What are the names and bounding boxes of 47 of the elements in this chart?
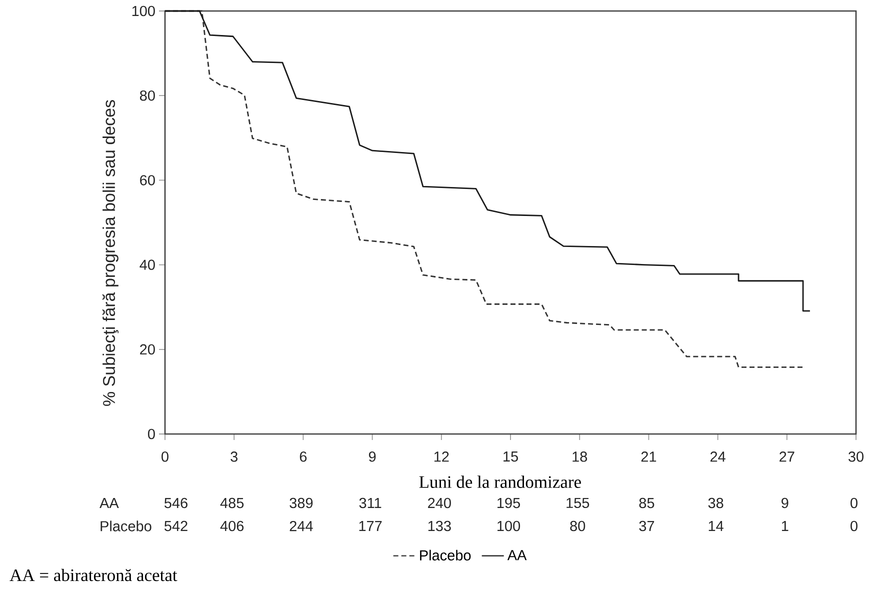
text: 240 [428,498,451,508]
x-tick-label: 0 [162,452,168,462]
text: Placebo [100,520,152,532]
text: 244 [290,520,313,532]
line-series [164,10,811,312]
text: 14 [708,521,724,531]
x-axis-title: Luni de la randomizare [419,476,581,488]
text: 389 [290,498,313,508]
x-tick-label: 18 [572,452,588,462]
y-tick-label: 20 [140,344,155,355]
text: 485 [220,498,244,508]
text: 37 [639,520,654,532]
text: 0 [850,498,858,508]
y-tick-label: 60 [140,175,155,186]
text: AA [100,498,119,508]
text: 80 [570,520,586,532]
y-tick-label: 40 [140,260,155,270]
text: 311 [359,498,382,508]
text: 195 [498,498,520,508]
y-tick-label: 0 [148,428,155,440]
x-tick-label: 27 [780,452,794,462]
y-tick-label: 80 [140,90,155,101]
y-axis-title: % Subiecţi fără progresia bolii sau deces [102,100,118,406]
text: 546 [164,498,188,508]
legend-label: Placebo [420,550,471,560]
legend-label: AA [507,550,527,560]
x-tick-label: 24 [710,452,726,462]
text: 85 [639,498,654,508]
text: 1 [782,521,788,531]
text: 177 [359,521,382,531]
text: 155 [566,498,590,508]
x-tick-label: 6 [300,452,307,462]
text: 100 [498,520,520,532]
text: 542 [164,520,188,532]
x-tick-label: 3 [230,452,238,462]
x-tick-label: 9 [368,452,376,462]
text: 133 [428,520,451,532]
text: 9 [782,498,788,508]
y-tick-label: 100 [132,6,155,16]
text: AA = abirateronă acetat [10,568,178,582]
x-tick-label: 15 [504,452,518,462]
text: 0 [850,520,858,532]
text: 38 [708,498,724,508]
x-tick-label: 21 [641,452,656,462]
text: 406 [220,520,244,532]
x-tick-label: 30 [848,452,864,462]
x-tick-label: 12 [434,452,449,462]
